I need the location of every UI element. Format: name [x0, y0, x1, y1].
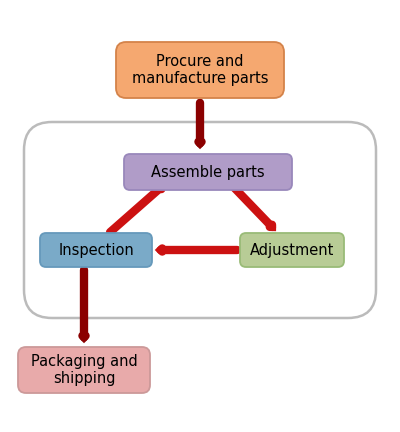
Text: Adjustment: Adjustment: [250, 242, 334, 257]
FancyBboxPatch shape: [116, 42, 284, 98]
FancyBboxPatch shape: [24, 122, 376, 318]
Text: Inspection: Inspection: [58, 242, 134, 257]
Text: Assemble parts: Assemble parts: [151, 165, 265, 180]
FancyBboxPatch shape: [124, 154, 292, 190]
Text: Procure and
manufacture parts: Procure and manufacture parts: [132, 54, 268, 86]
FancyBboxPatch shape: [18, 347, 150, 393]
Text: Packaging and
shipping: Packaging and shipping: [31, 354, 137, 386]
FancyBboxPatch shape: [240, 233, 344, 267]
FancyBboxPatch shape: [40, 233, 152, 267]
